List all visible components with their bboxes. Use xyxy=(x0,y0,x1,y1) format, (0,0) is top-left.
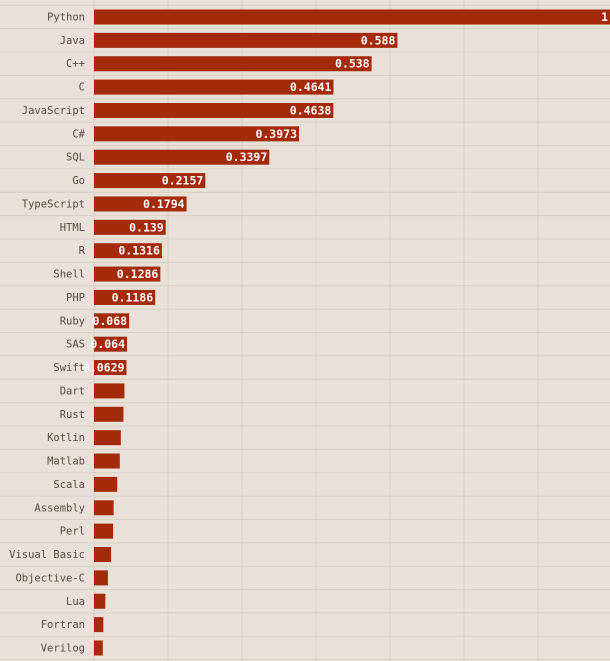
bar-verilog xyxy=(94,640,103,656)
bar-swift xyxy=(94,360,127,376)
bar-java xyxy=(94,32,398,48)
bar-ruby xyxy=(94,313,130,329)
value-label: 0.588 xyxy=(361,33,396,47)
category-label: Objective-C xyxy=(15,572,85,584)
value-label: 0.3973 xyxy=(255,127,297,141)
category-label: Visual Basic xyxy=(9,549,85,561)
bars xyxy=(94,9,610,656)
bar-dart xyxy=(94,383,125,399)
bar-python xyxy=(94,9,610,25)
bar-javascript xyxy=(94,102,334,118)
value-label: 0.064 xyxy=(90,337,125,351)
category-label: PHP xyxy=(66,292,85,304)
bar-sas xyxy=(94,336,128,352)
value-label: 0.1316 xyxy=(118,244,160,258)
category-label: JavaScript xyxy=(22,105,85,117)
category-labels: Python Java C++ C JavaScript C# SQL Go TypeScrip… xyxy=(9,12,86,655)
category-label: C xyxy=(79,82,85,94)
value-label: 0.1286 xyxy=(117,267,159,281)
value-label: 0.3397 xyxy=(226,150,268,164)
value-label: 0.538 xyxy=(335,57,370,71)
category-label: TypeScript xyxy=(22,198,85,210)
bar-matlab xyxy=(94,453,120,469)
category-label: Scala xyxy=(53,479,85,491)
bar-go xyxy=(94,173,206,189)
value-label: 0.2157 xyxy=(162,174,204,188)
category-label: Ruby xyxy=(60,315,85,327)
bar-shell xyxy=(94,266,161,282)
bar-lua xyxy=(94,593,106,609)
value-label: 0.1186 xyxy=(112,290,154,304)
category-label: SAS xyxy=(66,339,85,351)
value-label: 0.068 xyxy=(92,314,127,328)
category-label: Python xyxy=(47,12,85,24)
bar-c xyxy=(94,79,334,95)
bar-perl xyxy=(94,523,114,539)
category-label: C++ xyxy=(66,58,85,70)
value-label: 0.139 xyxy=(129,220,164,234)
category-label: Swift xyxy=(53,362,85,374)
value-label: 0.1794 xyxy=(143,197,185,211)
bar-sql xyxy=(94,149,270,165)
category-label: Rust xyxy=(60,409,85,421)
category-label: Go xyxy=(72,175,85,187)
category-label: Fortran xyxy=(41,619,85,631)
bar-rust xyxy=(94,406,124,422)
category-label: HTML xyxy=(60,222,85,234)
value-label: 1 xyxy=(601,10,608,24)
category-label: Lua xyxy=(66,596,85,608)
category-label: SQL xyxy=(66,152,85,164)
value-label: 0.4641 xyxy=(290,80,332,94)
bar-objective-c xyxy=(94,570,108,586)
bar-assembly xyxy=(94,500,114,516)
bar-c- xyxy=(94,126,300,142)
bar-fortran xyxy=(94,617,104,633)
bar-php xyxy=(94,289,156,305)
value-label: 0.4638 xyxy=(290,103,332,117)
bar-visual-basic xyxy=(94,547,112,563)
category-label: Matlab xyxy=(47,456,85,468)
category-label: Perl xyxy=(60,526,85,538)
category-label: Dart xyxy=(60,385,85,397)
category-label: Kotlin xyxy=(47,432,85,444)
bar-r xyxy=(94,243,162,259)
category-label: Assembly xyxy=(34,502,85,514)
category-label: Java xyxy=(60,35,85,47)
bar-kotlin xyxy=(94,430,121,446)
category-label: Verilog xyxy=(41,642,85,654)
bar-scala xyxy=(94,476,118,492)
value-label: 0.0629 xyxy=(83,361,125,375)
category-label: C# xyxy=(72,128,85,140)
bar-c- xyxy=(94,56,372,72)
bar-typescript xyxy=(94,196,187,212)
category-label: R xyxy=(79,245,86,257)
bar-html xyxy=(94,219,166,235)
category-label: Shell xyxy=(53,269,85,281)
